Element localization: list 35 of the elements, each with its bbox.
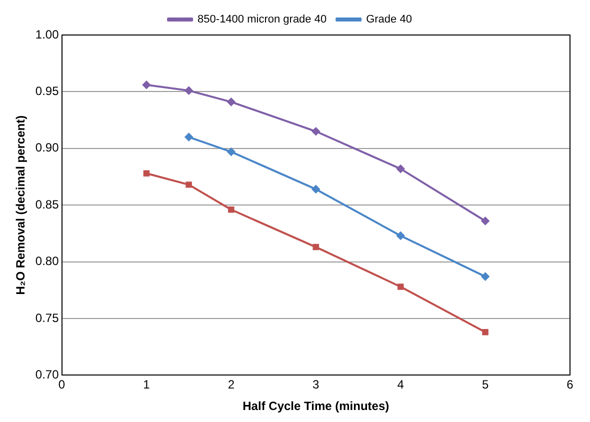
point [143, 170, 150, 176]
point [227, 98, 236, 106]
point [481, 272, 490, 281]
point [482, 328, 488, 336]
x-tick-label: 3 [312, 378, 320, 392]
x-tick-label: 6 [566, 378, 574, 392]
point [184, 86, 193, 95]
point [396, 164, 405, 173]
x-tick-label: 5 [482, 378, 489, 392]
x-axis-title: Half Cycle Time (minutes) [242, 399, 390, 414]
y-tick-label: 0.70 [35, 368, 60, 382]
x-tick-label: 2 [228, 378, 235, 392]
point [312, 185, 320, 194]
point [228, 206, 234, 213]
x-tick-label: 4 [397, 378, 404, 392]
x-tick-label: 0 [58, 378, 66, 392]
point [481, 216, 490, 225]
point [396, 232, 405, 240]
point [312, 244, 319, 250]
legend-label: 850-1400 micron grade 40 [198, 14, 327, 26]
point [397, 284, 404, 290]
y-tick-label: 0.95 [35, 84, 60, 98]
point [184, 133, 193, 142]
y-tick-label: 0.90 [35, 140, 60, 155]
x-tick-label: 1 [143, 378, 150, 392]
y-tick-label: 0.80 [35, 254, 60, 268]
y-tick-label: 1.00 [35, 27, 60, 42]
legend-label: Grade 40 [366, 14, 412, 26]
y-tick-label: 0.75 [35, 310, 60, 325]
y-axis-title: H₂O Removal (decimal percent) [14, 115, 28, 295]
point [186, 182, 192, 188]
point [227, 148, 236, 156]
point [142, 80, 150, 89]
point [312, 127, 320, 136]
y-tick-label: 0.85 [35, 197, 60, 212]
